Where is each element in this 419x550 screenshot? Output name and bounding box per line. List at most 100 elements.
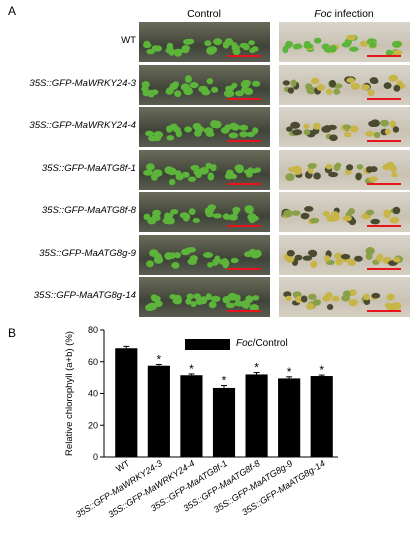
row-label: 35S::GFP-MaATG8g-14 — [33, 290, 136, 301]
leaf — [210, 295, 221, 302]
leaf — [342, 290, 351, 297]
leaf — [233, 294, 241, 302]
leaf — [373, 131, 381, 139]
leaf — [348, 298, 358, 307]
leaf — [391, 302, 402, 310]
leaf — [322, 210, 330, 217]
leaf — [249, 304, 259, 312]
leaf — [329, 134, 338, 142]
leaf — [152, 209, 161, 217]
leaf — [205, 211, 214, 218]
leaf — [193, 293, 201, 300]
leaf — [391, 171, 398, 177]
leaf — [199, 297, 208, 305]
leaf — [292, 44, 301, 50]
control-photo — [139, 277, 270, 317]
leaf — [384, 128, 391, 135]
leaf — [207, 261, 214, 268]
scale-bar — [227, 97, 261, 100]
leaf — [365, 130, 374, 137]
y-tick-label: 80 — [88, 325, 98, 335]
leaf — [165, 88, 174, 95]
leaf — [365, 209, 375, 216]
scale-bar — [227, 182, 261, 185]
plant-drawing — [286, 119, 400, 142]
leaf — [153, 45, 162, 52]
bar — [212, 387, 236, 457]
leaf — [292, 129, 303, 136]
leaf — [151, 295, 161, 302]
leaf — [309, 217, 320, 224]
leaf — [286, 126, 293, 132]
leaf — [252, 127, 259, 135]
leaf — [172, 80, 180, 87]
leaf — [335, 162, 342, 168]
leaf — [303, 123, 310, 130]
leaf — [331, 295, 340, 302]
leaf — [224, 172, 234, 179]
scale-bar — [367, 140, 401, 142]
control-photo — [139, 64, 270, 105]
legend-label-rest: /Control — [252, 338, 288, 349]
leaf — [192, 122, 202, 130]
leaf — [170, 209, 179, 215]
panel-b-letter: B — [8, 326, 17, 340]
significance-star: * — [157, 352, 162, 366]
plant-drawing — [143, 162, 261, 185]
bar — [115, 348, 138, 457]
plant-drawing — [146, 246, 262, 269]
leaf — [330, 211, 340, 219]
control-photo — [139, 107, 270, 147]
leaf — [208, 46, 218, 54]
leaf — [291, 210, 301, 216]
leaf — [224, 38, 234, 46]
plant-drawing — [282, 34, 403, 57]
foc-infection-photo — [279, 234, 410, 275]
bar — [147, 365, 170, 457]
leaf — [188, 208, 196, 215]
leaf — [313, 171, 321, 180]
control-header: Control — [187, 8, 221, 20]
leaf — [285, 295, 292, 302]
bar — [245, 374, 268, 457]
leaf — [369, 41, 377, 48]
leaf — [334, 252, 343, 259]
leaf — [393, 84, 401, 92]
leaf — [386, 293, 395, 301]
leaf — [172, 126, 181, 133]
foc-infection-photo — [279, 22, 410, 62]
leaf — [174, 51, 182, 57]
leaf — [213, 38, 223, 46]
leaf — [189, 81, 199, 88]
leaf — [282, 79, 290, 86]
leaf — [392, 206, 401, 215]
control-photo — [139, 192, 270, 232]
leaf — [141, 80, 150, 88]
leaf — [205, 131, 215, 137]
significance-star: * — [287, 365, 292, 379]
y-tick-label: 20 — [88, 420, 98, 430]
leaf — [154, 253, 163, 262]
leaf — [240, 86, 248, 93]
leaf — [190, 301, 197, 308]
plant-drawing — [283, 246, 403, 268]
leaf — [169, 251, 176, 259]
leaf — [343, 131, 352, 138]
leaf — [383, 81, 392, 89]
row-label: 35S::GFP-MaATG8f-1 — [41, 162, 136, 174]
leaf — [172, 261, 179, 268]
leaf — [207, 204, 216, 211]
row-label: WT — [121, 35, 136, 46]
leaf — [340, 253, 351, 259]
leaf — [366, 165, 373, 173]
legend-label: Foc/Control — [236, 338, 288, 349]
row-label: 35S::GFP-MaATG8f-8 — [41, 205, 136, 216]
row-label: 35S::GFP-MaWRKY24-3 — [29, 77, 136, 89]
leaf — [356, 163, 364, 170]
leaf — [173, 295, 181, 304]
leaf — [210, 120, 219, 129]
leaf — [205, 293, 212, 301]
leaf — [141, 85, 149, 92]
leaf — [346, 77, 355, 83]
scale-bar — [367, 267, 401, 270]
